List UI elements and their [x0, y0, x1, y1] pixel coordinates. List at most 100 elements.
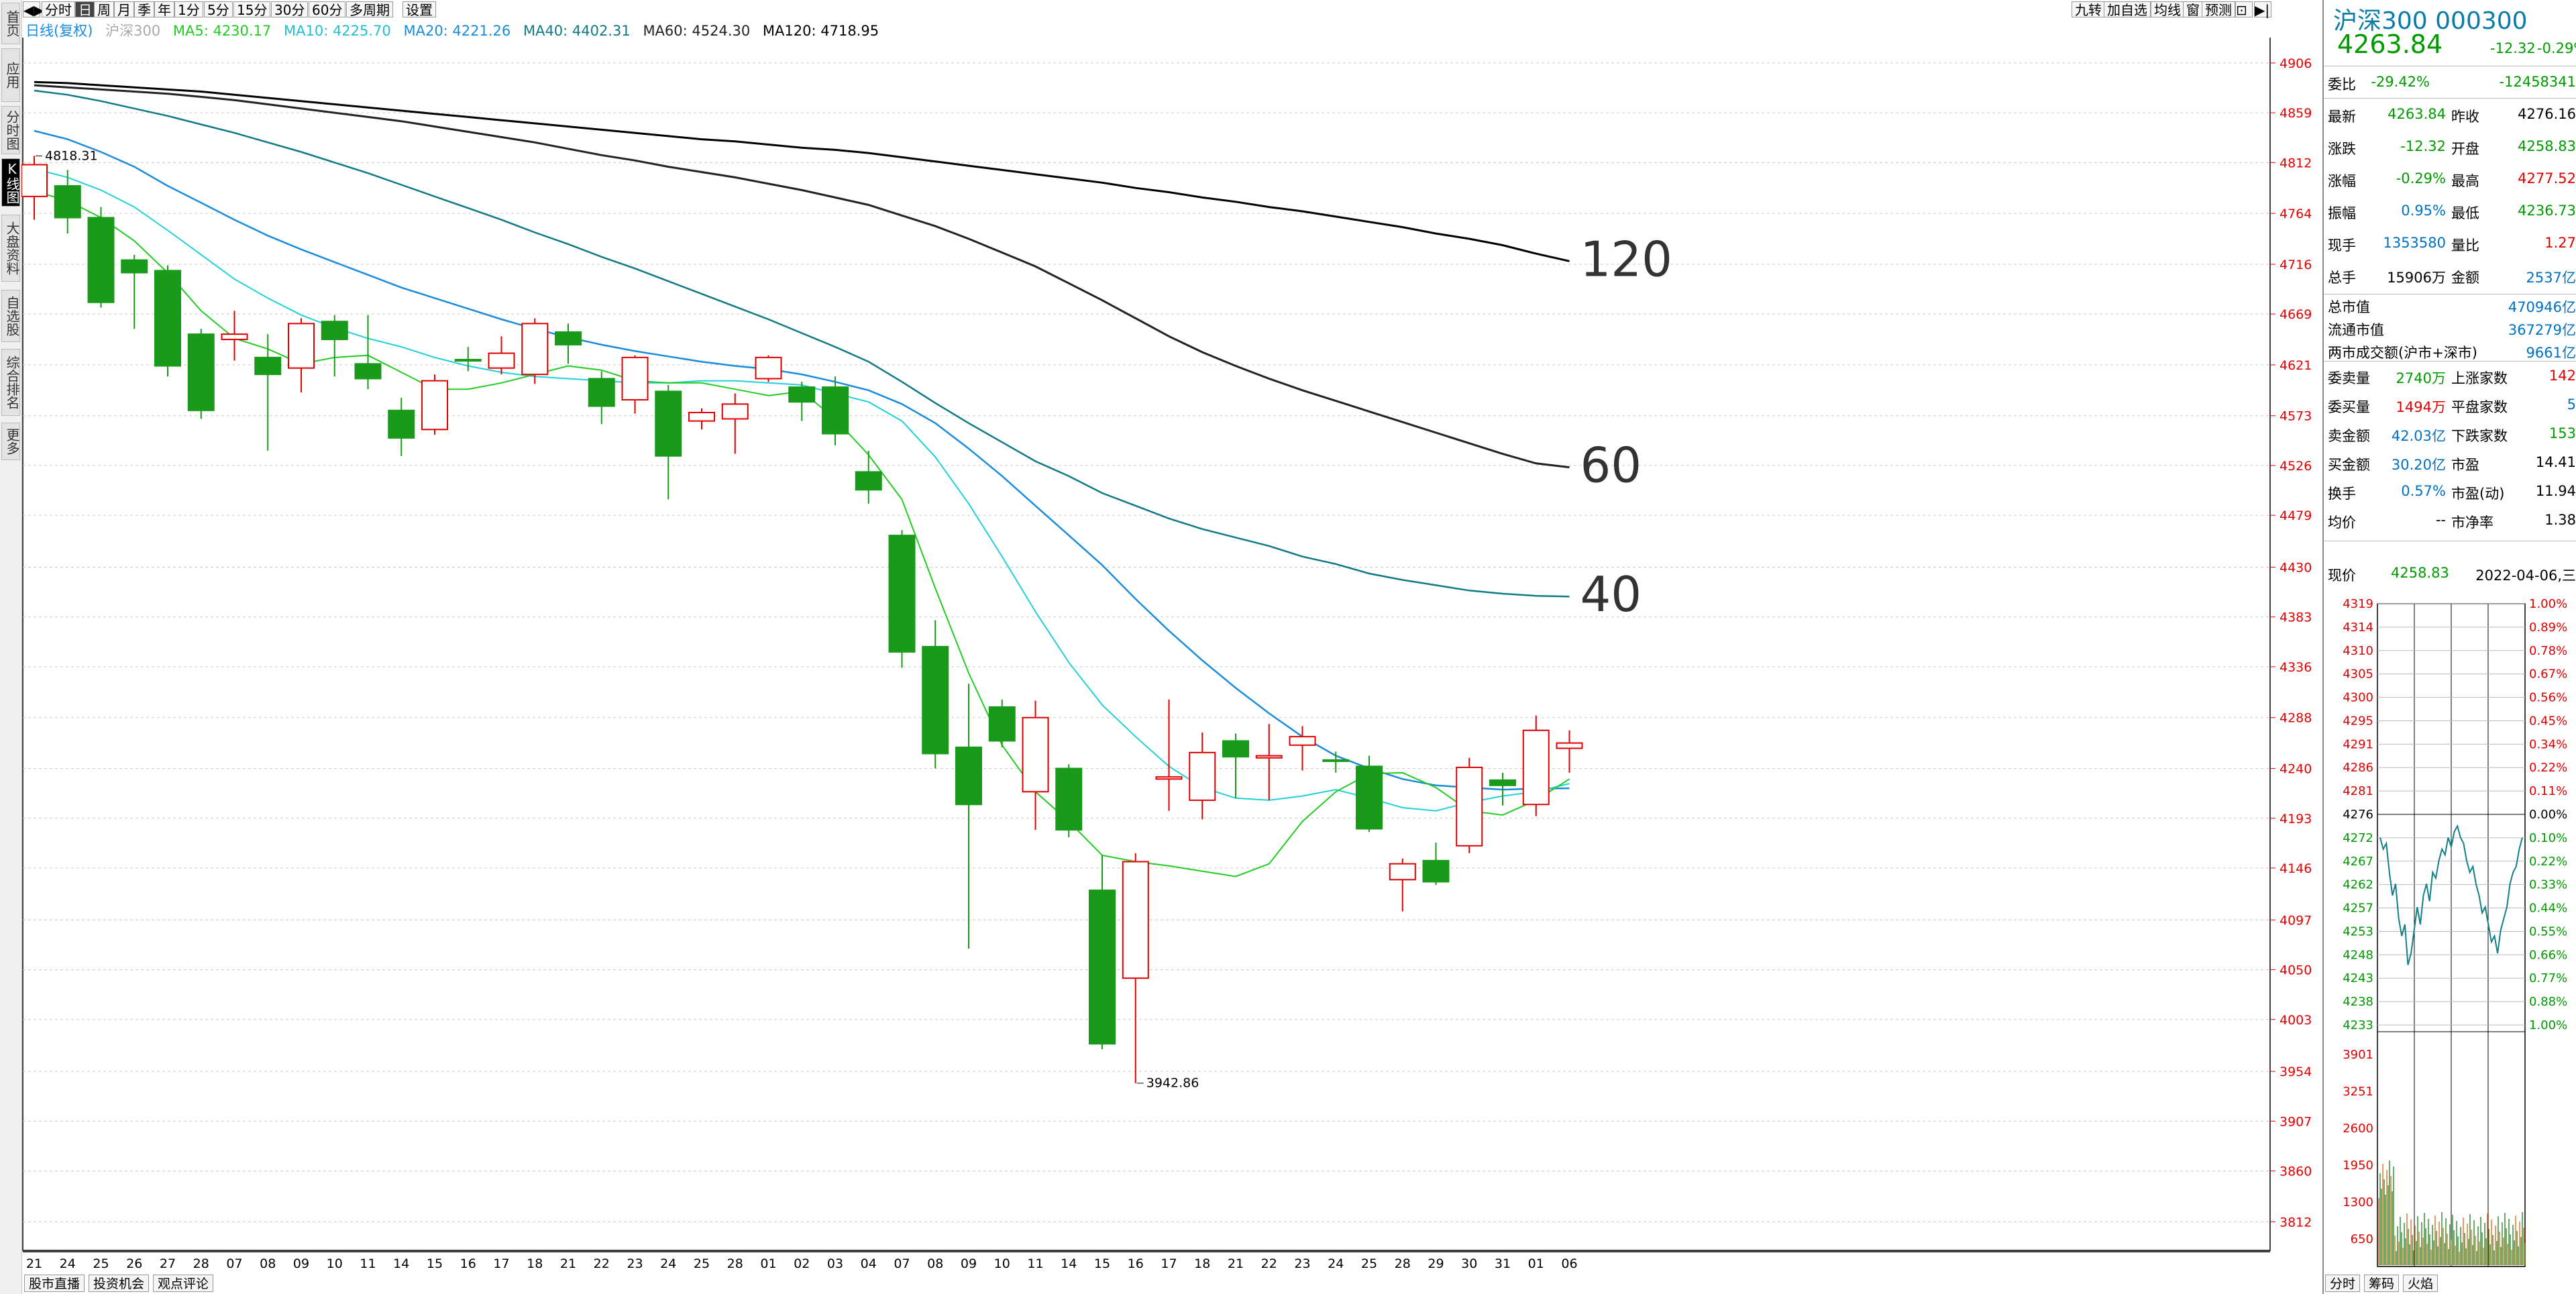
nav-home[interactable]: 首页: [1, 3, 20, 44]
tab-opportunity[interactable]: 投资机会: [89, 1275, 150, 1292]
order-row: 卖金额 42.03亿 下跌家数 153: [2324, 417, 2576, 446]
period-month[interactable]: 月: [114, 1, 134, 18]
candle-body: [721, 403, 749, 420]
mini-timeshare-chart[interactable]: 4319 1.00% 4314 0.89% 4310 0.78% 4305 0.67% 4300…: [2324, 596, 2576, 1268]
jiuzhuan-button[interactable]: 九转: [2072, 1, 2105, 18]
legend-ma20: MA20: 4221.26: [403, 23, 511, 39]
mini-right-tick: 0.00%: [2529, 808, 2567, 822]
candle-body: [1489, 779, 1516, 786]
mini-left-tick: 4267: [2343, 855, 2373, 869]
order-row: 委买量 1494万 平盘家数 5: [2324, 388, 2576, 417]
legend-ma5: MA5: 4230.17: [172, 23, 272, 39]
mini-right-tick: 0.33%: [2529, 878, 2567, 892]
add-watchlist-button[interactable]: 加自选: [2104, 1, 2151, 18]
nav-apps[interactable]: 应用: [1, 48, 20, 102]
mini-left-tick: 4257: [2343, 902, 2373, 916]
period-30min[interactable]: 30分: [271, 1, 309, 18]
candle-body: [288, 323, 315, 369]
x-tick-label: 17: [493, 1256, 509, 1271]
period-15min[interactable]: 15分: [233, 1, 271, 18]
period-day[interactable]: 日: [75, 1, 95, 18]
candle-body: [1289, 736, 1316, 746]
mini-vol-tick: 1300: [2343, 1195, 2373, 1209]
candle: [688, 408, 715, 430]
nav-watchlist[interactable]: 自选股: [1, 290, 20, 342]
candle: [1122, 853, 1149, 1083]
candle-body: [1422, 859, 1450, 883]
x-tick-label: 16: [1128, 1256, 1144, 1271]
x-tick-label: 22: [594, 1256, 610, 1271]
ma-button[interactable]: 均线: [2151, 1, 2184, 18]
candle-body: [187, 333, 215, 411]
mini-left-tick: 4272: [2343, 831, 2373, 845]
market-value: 367279亿: [2508, 322, 2576, 338]
tab-chips[interactable]: 筹码: [2364, 1275, 2400, 1292]
period-week[interactable]: 周: [94, 1, 114, 18]
x-tick-label: 23: [627, 1256, 643, 1271]
period-60min[interactable]: 60分: [309, 1, 346, 18]
x-tick-label: 31: [1495, 1256, 1511, 1271]
x-tick-label: 01: [1528, 1256, 1544, 1271]
candle: [1189, 732, 1216, 820]
order-label: 下跌家数: [2451, 428, 2508, 444]
y-tick-label: 4146: [2279, 861, 2312, 876]
next-icon[interactable]: ▶|: [2254, 1, 2271, 18]
market-label: 流通市值: [2328, 322, 2384, 338]
y-tick-label: 4240: [2279, 762, 2312, 777]
candle: [822, 376, 849, 445]
legend-title[interactable]: 日线(复权): [25, 23, 93, 39]
nav-ranking[interactable]: 综合排名: [1, 349, 20, 416]
x-tick-label: 11: [1027, 1256, 1043, 1271]
chart-grid: [22, 38, 2271, 1251]
tab-opinion[interactable]: 观点评论: [153, 1275, 214, 1292]
x-tick-label: 09: [293, 1256, 309, 1271]
candle-body: [1022, 716, 1049, 793]
candle: [54, 170, 81, 234]
mini-left-tick: 4305: [2343, 667, 2373, 682]
nav-arrows-icon[interactable]: ◀▶: [23, 1, 44, 18]
ma5-line: [34, 191, 1570, 877]
tab-flame[interactable]: 火焰: [2403, 1275, 2438, 1292]
settings-button[interactable]: 设置: [402, 1, 436, 18]
nav-timeshare[interactable]: 分时图: [1, 106, 20, 154]
quote-value: 4236.73: [2518, 203, 2576, 219]
period-timeshare[interactable]: 分时: [42, 1, 75, 18]
period-quarter[interactable]: 季: [134, 1, 154, 18]
high-label: 4818.31: [45, 148, 98, 163]
multi-period-button[interactable]: 多周期: [346, 1, 393, 18]
candle: [1356, 755, 1383, 832]
candle: [1389, 858, 1416, 912]
market-row: 总市值 470946亿: [2324, 288, 2576, 315]
candle-body: [588, 378, 615, 407]
period-year[interactable]: 年: [154, 1, 174, 18]
x-tick-label: 25: [1361, 1256, 1377, 1271]
period-1min[interactable]: 1分: [174, 1, 203, 18]
mini-right-tick: 0.56%: [2529, 691, 2567, 705]
order-value: 1.38: [2544, 512, 2576, 528]
y-tick-label: 4479: [2279, 508, 2312, 523]
nav-market-info[interactable]: 大盘资料: [1, 215, 20, 282]
legend-symbol: 沪深300: [105, 23, 161, 39]
period-toolbar: ◀▶ 分时 日 周 月 季 年 1分 5分 15分 30分 60分 多周期 设置…: [21, 0, 2275, 19]
candle-body: [988, 706, 1016, 742]
candle: [21, 156, 48, 220]
kline-chart[interactable]: 4906 4859 4812 4764 4716 4669 4621 4573 4526 4479…: [21, 38, 2321, 1275]
nav-more[interactable]: 更多: [1, 423, 20, 460]
mini-right-tick: 0.10%: [2529, 831, 2567, 845]
lock-icon[interactable]: ⊡: [2235, 1, 2253, 18]
order-label: 买金额: [2328, 457, 2370, 473]
candle: [1055, 764, 1083, 838]
mini-left-tick: 4238: [2343, 995, 2373, 1009]
period-5min[interactable]: 5分: [204, 1, 233, 18]
window-button[interactable]: 窗: [2183, 1, 2203, 18]
market-row: 两市成交额(沪市+深市) 9661亿: [2324, 334, 2576, 361]
candle: [154, 265, 181, 377]
forecast-button[interactable]: 预测: [2202, 1, 2235, 18]
nav-kline[interactable]: K线图: [1, 158, 20, 207]
mini-right-tick: 0.44%: [2529, 902, 2567, 916]
order-row: 委卖量 2740万 上涨家数 142: [2324, 360, 2576, 388]
tab-live[interactable]: 股市直播: [24, 1275, 85, 1292]
market-value: 9661亿: [2526, 345, 2576, 361]
quote-label: 金额: [2451, 270, 2479, 286]
tab-mini-timeshare[interactable]: 分时: [2325, 1275, 2361, 1292]
